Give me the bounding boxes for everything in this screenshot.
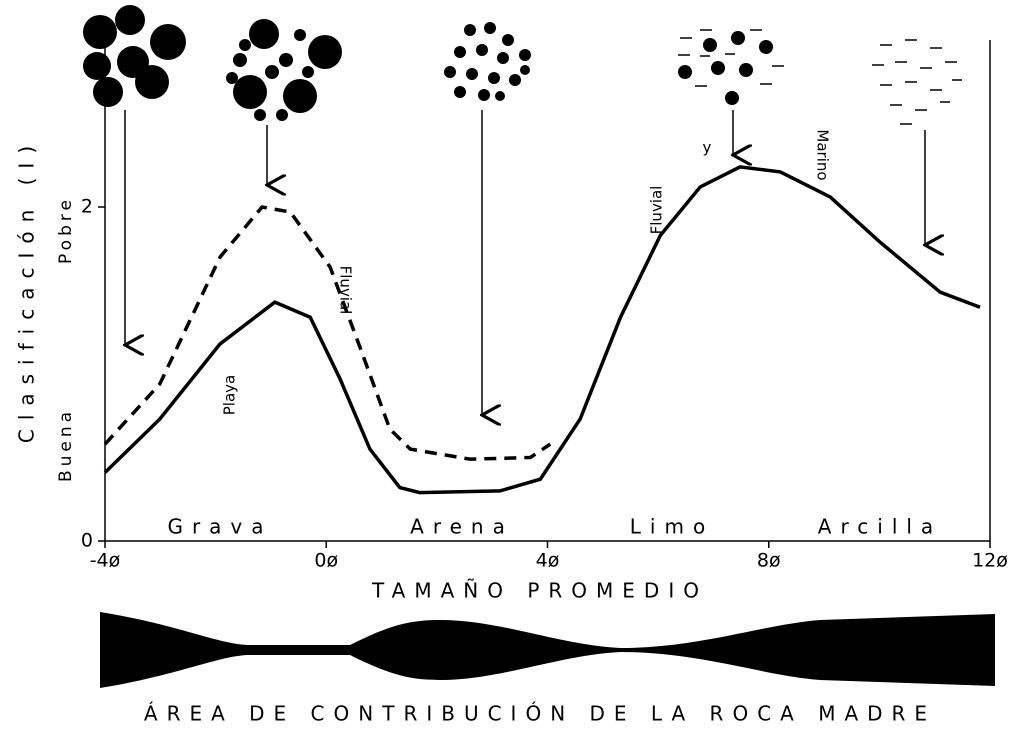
grain-icons: [83, 5, 962, 125]
series-line: [103, 205, 552, 461]
x-tick-label: 0ø: [314, 550, 338, 572]
x-tick-label: -4ø: [90, 550, 121, 572]
annotation: Fluvial: [648, 186, 666, 235]
series-line: [103, 165, 981, 495]
arrows: [125, 110, 925, 415]
y-axis-bottom-label: Buena: [56, 408, 76, 482]
size-class-label: Arena: [410, 515, 514, 539]
size-class-label: Grava: [167, 515, 272, 539]
y-tick-label: 2: [81, 196, 93, 218]
footer-label: ÁREA DE CONTRIBUCIÓN DE LA ROCA MADRE: [144, 702, 936, 726]
x-tick-label: 4ø: [536, 550, 560, 572]
annotation: Marino: [814, 129, 832, 180]
x-tick-label: 12ø: [972, 550, 1008, 572]
y-axis-top-label: Pobre: [56, 196, 76, 264]
size-class-label: Limo: [630, 515, 714, 539]
x-axis-label: TAMAÑO PROMEDIO: [371, 579, 708, 603]
size-class-label: Arcilla: [818, 515, 942, 539]
y-axis-label: ClasificacIón (I): [15, 137, 39, 443]
contribution-band: [100, 612, 995, 688]
annotation: Playa: [221, 375, 239, 415]
y-tick-label: 0: [81, 530, 93, 552]
x-tick-label: 8ø: [757, 550, 781, 572]
annotation: y: [703, 139, 712, 157]
annotation: Fluvial: [337, 266, 355, 315]
